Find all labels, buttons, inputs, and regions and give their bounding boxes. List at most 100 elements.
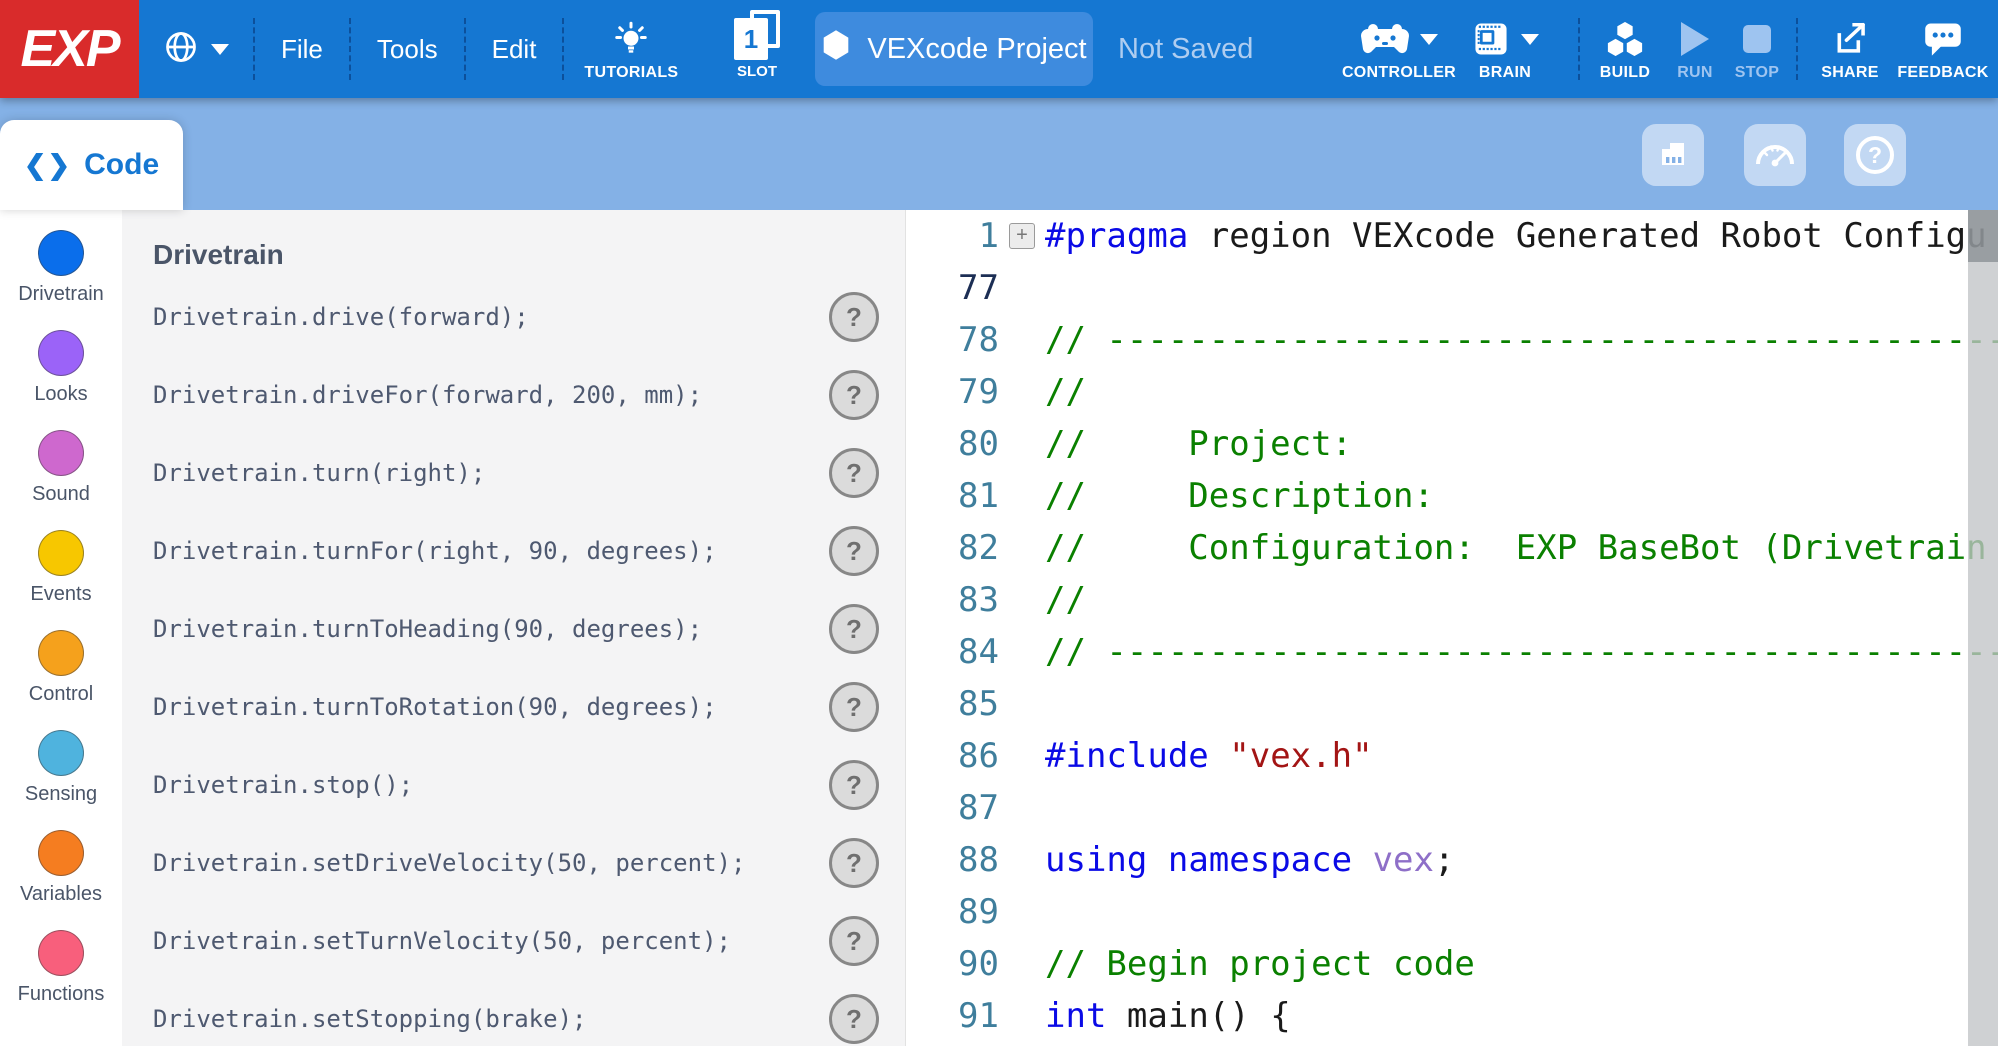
menu-edit[interactable]: Edit [466,0,563,98]
command-row[interactable]: Drivetrain.stop(); ? [122,746,905,824]
category-circle-icon [38,230,84,276]
share-icon [1831,16,1869,62]
cubes-icon [1604,16,1646,62]
chevron-down-icon [1420,33,1438,45]
help-button[interactable]: ? [829,370,879,420]
language-menu-button[interactable] [139,29,253,70]
brain-button[interactable]: BRAIN [1452,0,1558,98]
question-mark-icon: ? [846,769,862,800]
code-text: #include "vex.h" [1045,736,1373,776]
dashboard-button[interactable] [1744,124,1806,186]
line-number: 78 [958,320,999,360]
line-number: 77 [958,268,999,308]
help-button[interactable]: ? [829,526,879,576]
fold-expand-icon[interactable]: + [1009,223,1035,249]
editor-scrollbar[interactable] [1968,210,1998,1046]
line-number: 1 [978,216,999,256]
category-circle-icon [38,630,84,676]
code-toolbar: ❮❯ Code [0,98,1998,210]
command-row[interactable]: Drivetrain.setDriveVelocity(50, percent)… [122,824,905,902]
help-button[interactable]: ? [829,994,879,1044]
command-row[interactable]: Drivetrain.drive(forward); ? [122,278,905,356]
share-button[interactable]: SHARE [1814,0,1886,98]
question-mark-icon: ? [846,535,862,566]
lightbulb-icon [613,16,649,62]
stop-button[interactable]: STOP [1728,0,1786,98]
category-label: Drivetrain [18,283,104,305]
code-text: // -------------------------------------… [1045,320,1998,360]
feedback-button[interactable]: FEEDBACK [1894,0,1992,98]
stop-label: STOP [1734,64,1780,81]
command-row[interactable]: Drivetrain.turnFor(right, 90, degrees); … [122,512,905,590]
build-label: BUILD [1599,64,1651,81]
line-number: 90 [958,944,999,984]
feedback-bubble-icon [1923,16,1963,62]
build-button[interactable]: BUILD [1590,0,1660,98]
project-name: VEXcode Project [867,32,1087,65]
command-text: Drivetrain.setStopping(brake); [153,1005,587,1033]
help-button[interactable]: ? [829,448,879,498]
code-line: 78 + // --------------------------------… [906,314,1998,366]
help-button[interactable]: ? [829,838,879,888]
help-button-toolbar[interactable]: ? [1844,124,1906,186]
code-line: 85 + [906,678,1998,730]
help-button[interactable]: ? [829,760,879,810]
command-row[interactable]: Drivetrain.turn(right); ? [122,434,905,512]
menu-file[interactable]: File [255,0,349,98]
code-editor[interactable]: 1 + #pragma region VEXcode Generated Rob… [905,210,1998,1046]
help-button[interactable]: ? [829,682,879,732]
question-mark-icon: ? [846,613,862,644]
code-line: 87 + [906,782,1998,834]
run-button[interactable]: RUN [1668,0,1722,98]
code-line: 90 + // Begin project code [906,938,1998,990]
command-text: Drivetrain.setDriveVelocity(50, percent)… [153,849,746,877]
question-mark-icon: ? [846,847,862,878]
sidebar-category[interactable]: Sensing [0,730,122,830]
run-label: RUN [1677,64,1713,81]
brain-screen-button[interactable] [1642,124,1704,186]
project-name-button[interactable]: VEXcode Project [815,12,1093,86]
command-row[interactable]: Drivetrain.turnToHeading(90, degrees); ? [122,590,905,668]
code-text: int main() { [1045,996,1291,1036]
category-label: Looks [34,383,88,405]
slot-button[interactable]: 1 SLOT [726,0,788,80]
sidebar-category[interactable]: Looks [0,330,122,430]
sidebar-category[interactable]: Variables [0,830,122,930]
scrollbar-thumb[interactable] [1968,210,1998,262]
share-label: SHARE [1821,64,1879,81]
line-number: 88 [958,840,999,880]
sidebar-category[interactable]: Events [0,530,122,630]
code-line: 80 + // Project: [906,418,1998,470]
sidebar-category[interactable]: Sound [0,430,122,530]
code-line: 83 + // [906,574,1998,626]
help-button[interactable]: ? [829,292,879,342]
sidebar-category[interactable]: Control [0,630,122,730]
command-row[interactable]: Drivetrain.setTurnVelocity(50, percent);… [122,902,905,980]
code-text: // -------------------------------------… [1045,632,1998,672]
tutorials-button[interactable]: TUTORIALS [564,0,698,98]
question-mark-icon: ? [846,457,862,488]
chevron-down-icon [211,43,229,55]
tab-code[interactable]: ❮❯ Code [0,120,183,210]
play-icon [1681,16,1709,62]
divider [1796,18,1798,80]
controller-label: CONTROLLER [1341,64,1457,81]
controller-button[interactable]: CONTROLLER [1336,0,1462,98]
hexagon-icon [821,29,851,69]
code-line: 81 + // Description: [906,470,1998,522]
code-line: 89 + [906,886,1998,938]
category-label: Functions [17,983,105,1005]
sidebar-category[interactable]: Functions [0,930,122,1030]
menu-tools[interactable]: Tools [351,0,464,98]
code-line: 79 + // [906,366,1998,418]
code-text: // [1045,580,1086,620]
command-row[interactable]: Drivetrain.turnToRotation(90, degrees); … [122,668,905,746]
code-text: // Description: [1045,476,1434,516]
code-text: // Project: [1045,424,1353,464]
help-button[interactable]: ? [829,916,879,966]
command-row[interactable]: Drivetrain.driveFor(forward, 200, mm); ? [122,356,905,434]
command-row[interactable]: Drivetrain.setStopping(brake); ? [122,980,905,1046]
sidebar-category[interactable]: Drivetrain [0,230,122,330]
help-button[interactable]: ? [829,604,879,654]
